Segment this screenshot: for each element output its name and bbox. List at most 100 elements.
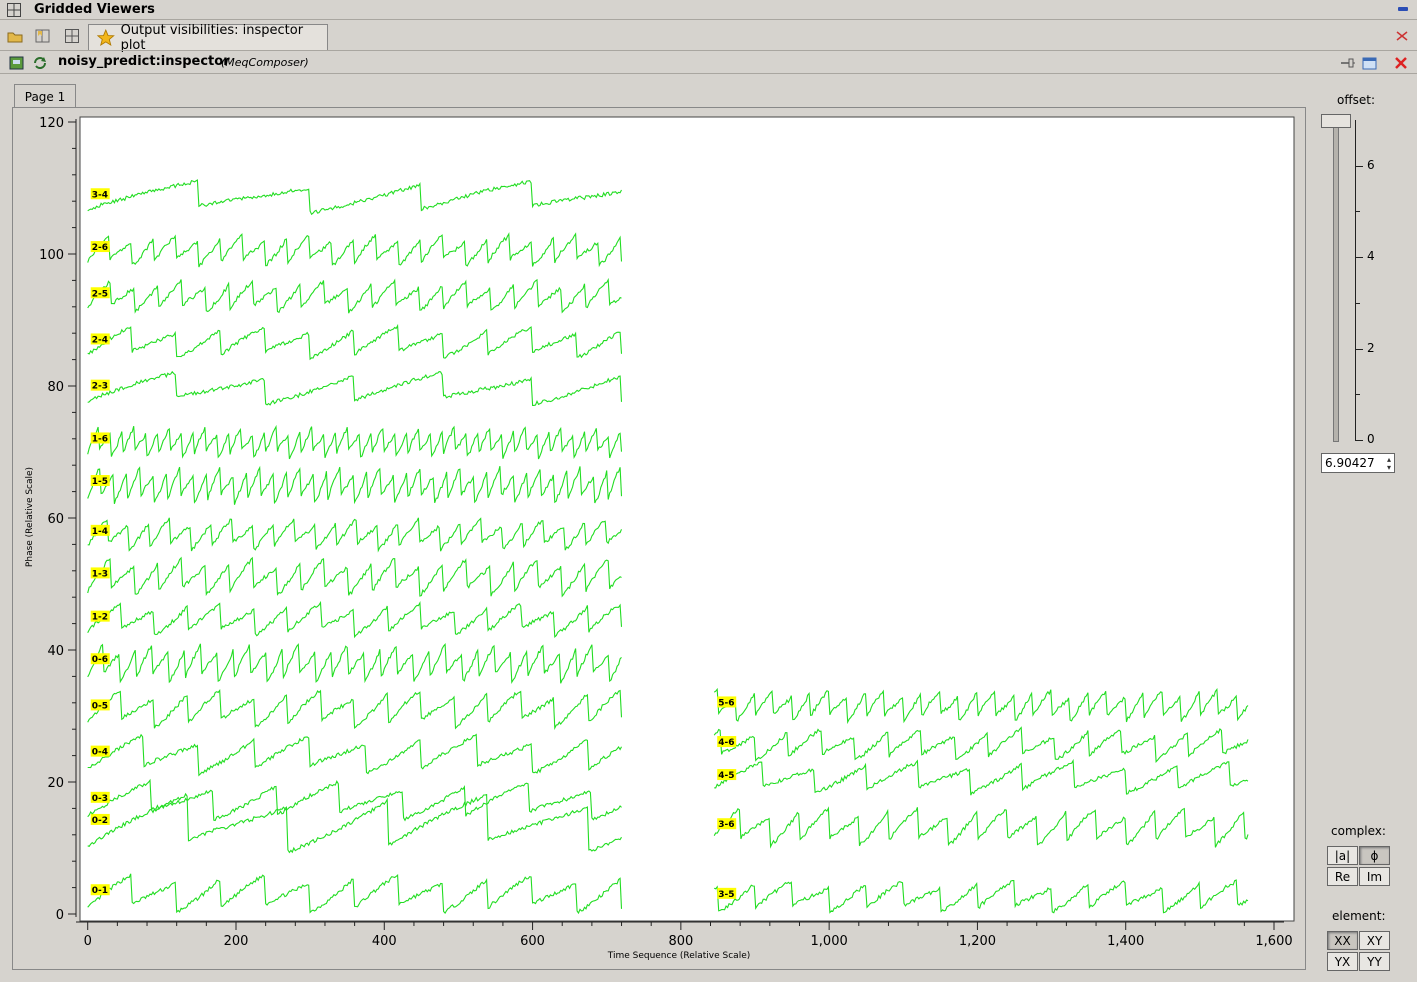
real-button[interactable]: Re <box>1327 867 1358 886</box>
imag-button[interactable]: Im <box>1359 867 1390 886</box>
tab-page-1[interactable]: Page 1 <box>14 84 76 108</box>
series-label-bg <box>90 432 110 444</box>
series-label-0-3: 0-3 <box>92 794 108 804</box>
series-line-2-5 <box>87 277 622 314</box>
series-label-bg <box>717 769 737 781</box>
abs-button[interactable]: |a| <box>1327 846 1358 865</box>
minimize-button[interactable] <box>1398 7 1408 11</box>
series-line-1-4 <box>87 517 623 553</box>
x-tick-label: 1,400 <box>1107 934 1144 949</box>
offset-minor-tick <box>1355 394 1360 396</box>
series-label-0-5: 0-5 <box>92 701 108 711</box>
series-label-3-5: 3-5 <box>718 890 734 900</box>
spin-arrows-icon[interactable]: ▴ ▾ <box>1386 455 1391 472</box>
series-label-bg <box>90 791 110 803</box>
close-tab-icon[interactable] <box>1391 25 1413 47</box>
series-line-2-3 <box>87 370 623 406</box>
window-titlebar: Gridded Viewers <box>0 0 1417 20</box>
series-label-4-6: 4-6 <box>718 738 734 748</box>
series-label-bg <box>90 475 110 487</box>
series-label-bg <box>90 884 110 896</box>
offset-value: 6.90427 <box>1325 456 1375 470</box>
panel-subtitle: (MeqComposer) <box>221 56 309 69</box>
save-data-icon[interactable] <box>8 54 26 72</box>
offset-tick-mark <box>1355 348 1363 350</box>
star-icon <box>97 28 115 46</box>
xy-button[interactable]: XY <box>1359 931 1390 950</box>
x-axis-label: Time Sequence (Relative Scale) <box>607 951 751 961</box>
series-label-bg <box>90 524 110 536</box>
offset-tick-label: 6 <box>1367 157 1375 172</box>
series-label-2-6: 2-6 <box>92 243 108 253</box>
offset-minor-tick <box>1355 211 1360 213</box>
series-line-1-2 <box>87 600 623 639</box>
offset-tick-label: 4 <box>1367 249 1375 264</box>
series-label-4-5: 4-5 <box>718 771 734 781</box>
series-label-2-3: 2-3 <box>92 382 108 392</box>
x-tick-label: 1,600 <box>1255 934 1292 949</box>
yy-button[interactable]: YY <box>1359 952 1390 971</box>
series-label-bg <box>90 241 110 253</box>
y-tick-label: 0 <box>56 908 64 923</box>
offset-spinbox[interactable]: 6.90427 ▴ ▾ <box>1321 453 1395 473</box>
series-label-bg <box>90 567 110 579</box>
xx-button[interactable]: XX <box>1327 931 1358 950</box>
page-tab-label: Page 1 <box>24 89 66 104</box>
y-tick-label: 60 <box>47 512 64 527</box>
y-tick-label: 100 <box>39 248 64 263</box>
panel-toolbar: noisy_predict:inspector (MeqComposer) <box>0 50 1417 74</box>
phase-button[interactable]: ϕ <box>1359 846 1390 865</box>
tab-bar: Output visibilities: inspector plot <box>0 22 1417 53</box>
series-line-0-3 <box>87 778 622 822</box>
bookmark-grid-icon[interactable] <box>32 25 54 47</box>
offset-minor-tick <box>1355 302 1360 304</box>
phase-plot[interactable]: 0 20 40 60 80 100 120 0 200 400 600 800 1,000 1,200 1,… <box>12 107 1306 970</box>
side-panel: offset: 6 4 2 0 6.90427 ▴ ▾ complex: |a| ϕ Re… <box>1310 90 1410 971</box>
offset-label: offset: <box>1337 93 1375 107</box>
series-line-5-6 <box>713 687 1249 725</box>
series-label-1-5: 1-5 <box>92 477 108 487</box>
panel-title: noisy_predict:inspector <box>58 54 230 69</box>
series-label-bg <box>90 287 110 299</box>
x-tick-label: 200 <box>224 934 249 949</box>
x-tick-label: 1,200 <box>959 934 996 949</box>
detach-window-icon[interactable] <box>1361 54 1379 72</box>
series-label-0-4: 0-4 <box>92 748 108 758</box>
tab-output-visibilities[interactable]: Output visibilities: inspector plot <box>88 22 328 53</box>
plot-canvas <box>79 116 1295 922</box>
folder-icon[interactable] <box>4 25 26 47</box>
close-icon[interactable] <box>1392 54 1410 72</box>
series-label-5-6: 5-6 <box>718 698 734 708</box>
series-label-bg <box>90 699 110 711</box>
pin-icon[interactable] <box>1339 54 1357 72</box>
offset-tick-label: 0 <box>1367 432 1375 446</box>
series-line-4-5 <box>714 758 1249 796</box>
offset-slider-track[interactable] <box>1333 118 1339 442</box>
refresh-icon[interactable] <box>31 54 49 72</box>
y-tick-label: 40 <box>47 644 64 659</box>
series-line-2-4 <box>87 323 623 361</box>
x-tick-label: 1,000 <box>811 934 848 949</box>
series-label-bg <box>717 818 737 830</box>
series-label-3-4: 3-4 <box>92 190 108 200</box>
offset-slider-handle[interactable] <box>1321 114 1351 128</box>
x-tick-label: 800 <box>668 934 693 949</box>
y-tick-label: 80 <box>47 380 64 395</box>
series-line-1-6 <box>87 424 623 460</box>
series-label-bg <box>90 333 110 345</box>
series-line-0-1 <box>87 873 623 915</box>
series-line-1-3 <box>87 556 622 598</box>
series-label-bg <box>90 653 110 665</box>
window-title: Gridded Viewers <box>34 2 155 17</box>
series-label-1-6: 1-6 <box>92 434 108 444</box>
yx-button[interactable]: YX <box>1327 952 1358 971</box>
tab-label: Output visibilities: inspector plot <box>120 22 304 53</box>
y-tick-label: 120 <box>39 116 64 131</box>
offset-tick-mark <box>1355 257 1363 259</box>
series-label-bg <box>90 379 110 391</box>
complex-label: complex: <box>1331 824 1386 838</box>
y-axis-label: Phase (Relative Scale) <box>25 467 35 567</box>
y-tick-label: 20 <box>47 776 64 791</box>
grid-layout-icon[interactable] <box>61 25 83 47</box>
x-tick-label: 0 <box>84 934 92 949</box>
